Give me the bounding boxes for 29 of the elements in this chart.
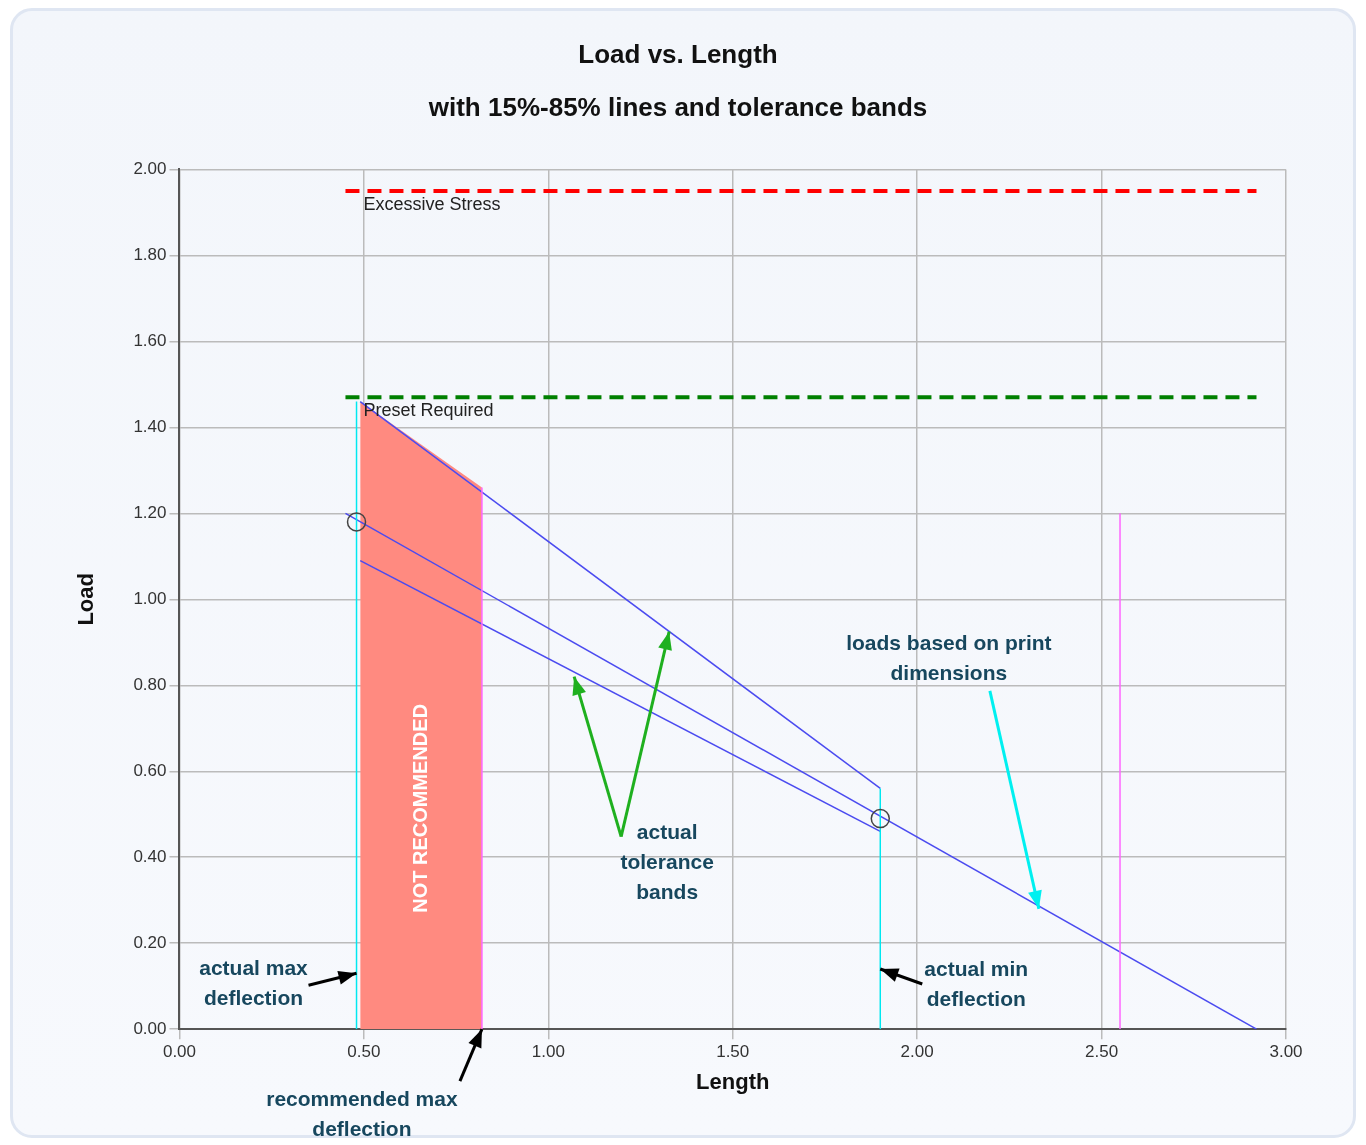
annotation: actual tolerance bands [619, 818, 715, 905]
series-label: Excessive Stress [363, 193, 501, 214]
y-tick-label: 0.20 [133, 932, 167, 952]
y-tick-label: 1.00 [133, 588, 167, 608]
y-tick-label: 2.00 [133, 159, 167, 179]
annotation: actual min deflection [923, 956, 1030, 1012]
y-tick-label: 1.40 [133, 417, 167, 437]
x-tick-label: 2.00 [900, 1042, 934, 1062]
x-axis-title: Length [696, 1068, 770, 1094]
x-tick-label: 1.50 [716, 1042, 750, 1062]
x-tick-label: 0.50 [347, 1042, 381, 1062]
y-tick-label: 1.80 [133, 245, 167, 265]
x-tick-label: 3.00 [1269, 1042, 1303, 1062]
x-tick-label: 0.00 [162, 1042, 197, 1062]
chart-title: Load vs. Length [578, 38, 778, 69]
y-tick-label: 1.60 [133, 331, 167, 351]
annotation: recommended max deflection [265, 1086, 459, 1143]
chart-subtitle: with 15%-85% lines and tolerance bands [427, 91, 928, 122]
annotation: actual max deflection [198, 955, 309, 1012]
y-tick-label: 0.00 [133, 1018, 167, 1038]
y-tick-label: 1.20 [133, 503, 167, 523]
y-tick-label: 0.60 [133, 760, 167, 780]
annotation: loads based on print dimensions [845, 629, 1053, 686]
series-label: NOT RECOMMENDED [408, 703, 431, 913]
y-tick-label: 0.80 [133, 674, 167, 694]
x-tick-label: 1.00 [531, 1042, 565, 1062]
y-axis-title: Load [73, 573, 99, 626]
x-tick-label: 2.50 [1085, 1042, 1119, 1062]
y-tick-label: 0.40 [133, 846, 167, 866]
